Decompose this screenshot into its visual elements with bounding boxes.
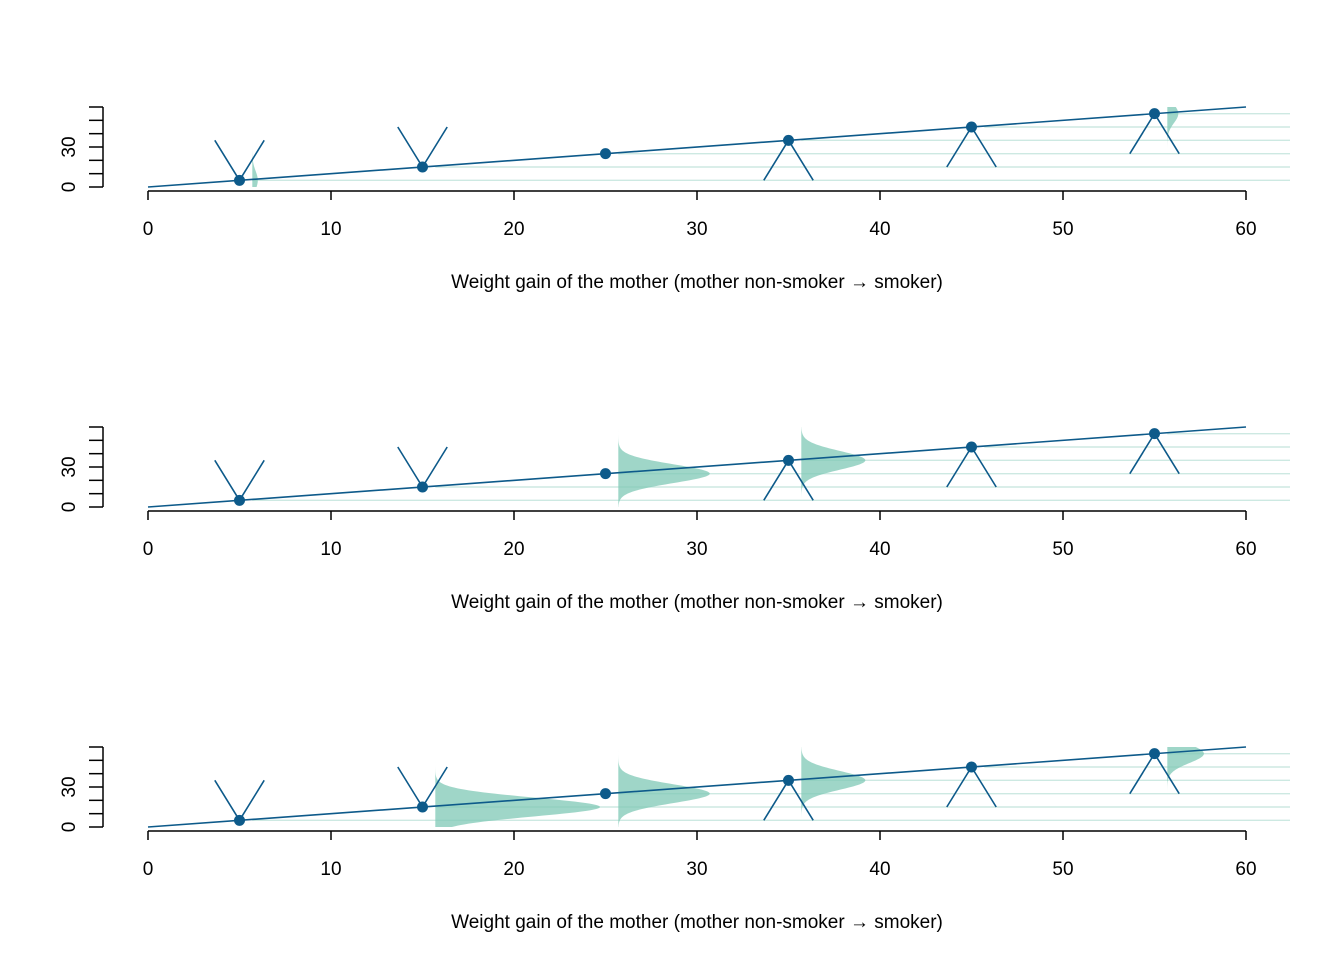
marker-lambda [763,138,814,181]
data-point [1149,748,1160,760]
data-point [234,494,245,506]
x-tick-label: 40 [869,219,890,240]
x-tick-label: 10 [320,859,341,880]
data-point [600,148,611,160]
x-tick-label: 0 [143,859,154,880]
x-tick-label: 50 [1052,219,1073,240]
y-axis: 0 30 [59,106,104,193]
data-point [417,161,428,173]
marker-lambda [1129,432,1180,475]
y-axis: 0 30 [59,746,104,833]
marker-v [214,459,265,502]
x-tick-label: 10 [320,539,341,560]
y-tick-label: 30 [59,136,80,157]
data-point [966,441,977,453]
x-tick-label: 30 [686,539,707,560]
x-tick-label: 30 [686,859,707,880]
series-line [147,426,1247,508]
density-curve [435,747,601,827]
x-tick-label: 20 [503,859,524,880]
x-axis-title: Weight gain of the mother (mother non-sm… [451,912,943,933]
y-tick-label: 0 [59,822,80,833]
density-curve [618,427,710,507]
data-point [600,468,611,480]
x-tick-label: 40 [869,539,890,560]
x-axis-title: Weight gain of the mother (mother non-sm… [451,592,943,613]
x-axis: 0 10 20 30 40 50 60 [143,510,1257,560]
y-tick-label: 0 [59,502,80,513]
x-tick-label: 50 [1052,539,1073,560]
x-tick-label: 40 [869,859,890,880]
data-point [234,174,245,186]
data-point [966,761,977,773]
x-tick-label: 0 [143,539,154,560]
data-point [783,774,794,786]
density-group [252,427,1290,507]
density-curve [801,427,866,507]
marker-v [397,126,448,169]
data-point [600,788,611,800]
y-tick-label: 30 [59,456,80,477]
x-axis: 0 10 20 30 40 50 60 [143,830,1257,880]
panel-3: 0 10 20 30 40 50 60 0 30 Weight gain of the mothe… [59,746,1290,933]
density-curve [801,747,866,827]
marker-lambda [946,445,997,488]
x-tick-label: 50 [1052,859,1073,880]
x-axis: 0 10 20 30 40 50 60 [143,190,1257,240]
x-tick-label: 20 [503,219,524,240]
marker-v [214,139,265,182]
density-curve [1167,747,1204,827]
y-tick-label: 30 [59,776,80,797]
x-tick-label: 0 [143,219,154,240]
density-curve [618,747,710,827]
data-point [234,814,245,826]
data-point [783,134,794,146]
series-line [147,106,1247,188]
density-group [252,747,1290,827]
data-point [783,454,794,466]
density-group [252,107,1290,187]
data-point [417,801,428,813]
density-curve [1167,107,1179,187]
x-tick-label: 60 [1235,219,1256,240]
panel-1: 0 10 20 30 40 50 60 0 30 Weight gain of the mothe… [59,106,1290,293]
density-curve [252,107,258,187]
x-tick-label: 30 [686,219,707,240]
marker-v [214,779,265,822]
x-tick-label: 10 [320,219,341,240]
marker-v [397,446,448,489]
data-point [1149,108,1160,120]
x-tick-label: 20 [503,539,524,560]
marker-lambda [946,125,997,168]
panel-2: 0 10 20 30 40 50 60 0 30 Weight gain of the mothe… [59,426,1290,613]
series-line [147,746,1247,828]
x-tick-label: 60 [1235,859,1256,880]
y-tick-label: 0 [59,182,80,193]
x-axis-title: Weight gain of the mother (mother non-sm… [451,272,943,293]
data-point [1149,428,1160,440]
x-tick-label: 60 [1235,539,1256,560]
data-point [966,121,977,133]
marker-lambda [946,765,997,808]
y-axis: 0 30 [59,426,104,513]
data-point [417,481,428,493]
